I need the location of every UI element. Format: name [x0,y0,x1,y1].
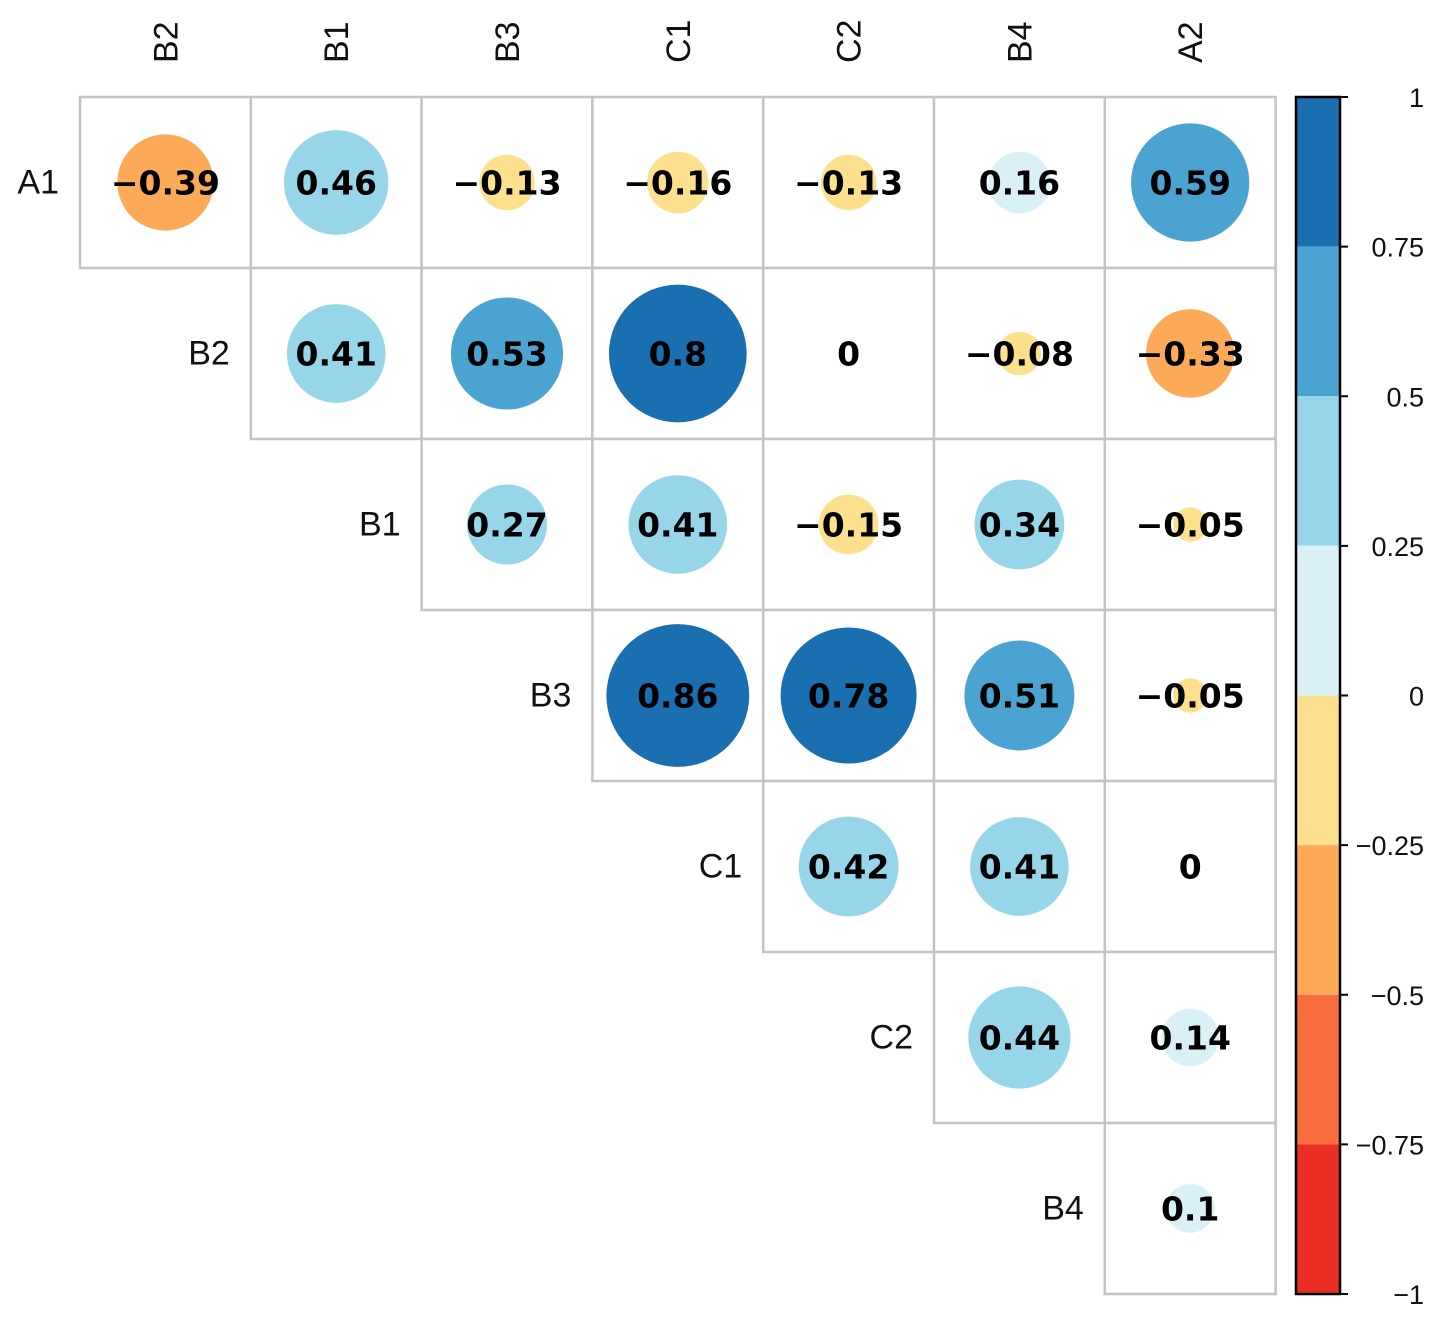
column-labels: B2 B1 B3 C1 C2 B4 A2 [147,20,1210,63]
grid-cell [249,266,423,441]
correlation-value-label: −0.13 [794,164,903,203]
legend-tick-label: −0.25 [1356,831,1424,861]
correlation-value-label: −0.16 [623,164,732,203]
correlation-circle [606,624,750,767]
correlation-value-label: 0.51 [979,677,1060,716]
correlation-circle [974,479,1065,570]
correlation-value-label: 0.14 [1149,1019,1230,1058]
correlation-circle [1165,1184,1215,1233]
correlation-value-label: 0.27 [466,506,547,545]
correlation-circle [628,475,728,574]
correlation-circle [1131,123,1250,242]
legend-tick-label: −1 [1393,1280,1424,1310]
correlation-value-label: 0.86 [637,677,718,716]
correlation-circle [450,297,564,410]
correlation-circle [1161,1008,1220,1067]
correlation-value-label: 0.41 [979,848,1060,887]
grid-cell [1103,608,1277,783]
correlation-circle [997,331,1042,376]
legend-color-band [1296,1144,1340,1294]
correlation-value-label: −0.13 [452,164,561,203]
correlation-circle [798,816,899,917]
correlation-value-label: −0.15 [794,506,903,545]
correlation-circle [968,986,1071,1089]
correlation-value-label: 0.42 [808,848,889,887]
row-label: C2 [870,1019,913,1057]
legend-tick-label: 0.25 [1371,532,1424,562]
row-label: B4 [1042,1190,1084,1228]
correlation-circle [283,130,389,235]
column-label: B2 [147,21,185,63]
correlation-value-label: 0.78 [808,677,889,716]
legend-tick-label: 0.5 [1386,382,1424,412]
correlation-value-label: 0.16 [979,164,1060,203]
legend-color-band [1296,396,1340,546]
marker-layer [117,123,1250,1233]
legend-color-band [1296,994,1340,1145]
correlation-circle [988,151,1051,214]
legend-tick-label: 1 [1409,83,1424,113]
correlation-value-label: −0.08 [965,335,1074,374]
row-label: B1 [359,506,401,544]
correlation-value-label: 0 [837,335,860,374]
column-label: C1 [660,20,698,63]
correlation-value-label: 0.53 [466,335,547,374]
grid-cell [420,437,594,612]
correlation-circle [608,284,747,423]
color-legend: 1 0.75 0.5 0.25 0 −0.25 −0.5 −0.75 −1 [1294,83,1424,1310]
correlation-value-label: 0.1 [1161,1190,1219,1229]
legend-color-band [1296,545,1340,696]
correlation-circle [286,304,386,403]
correlation-value-label: 0.46 [295,164,376,203]
correlation-circle [117,134,214,231]
legend-tick-label: −0.5 [1371,981,1424,1011]
row-label: B3 [530,677,572,715]
correlation-value-label: 0.34 [979,506,1060,545]
row-labels: A1 B2 B1 B3 C1 C2 B4 [17,164,1083,1228]
value-layer: −0.39 0.46 −0.13 −0.16 −0.13 0.16 0.59 0.41 0.53… [111,164,1245,1229]
legend-color-band [1296,97,1340,247]
correlation-value-label: −0.05 [1136,677,1245,716]
column-label: B3 [489,21,527,63]
column-label: B1 [318,21,356,63]
correlation-value-label: 0 [1179,848,1202,887]
correlation-value-label: 0.8 [649,335,707,374]
correlation-circle [820,154,877,211]
row-label: C1 [699,848,742,886]
grid-cell [1103,779,1277,954]
legend-color-band [1296,695,1340,846]
correlation-value-label: 0.44 [979,1019,1060,1058]
legend-tick-label: 0.75 [1371,233,1424,263]
legend-color-band [1296,246,1340,397]
correlation-value-label: 0.41 [295,335,376,374]
correlation-circle [970,817,1069,916]
column-label: A2 [1172,21,1210,63]
row-label: B2 [188,335,230,373]
legend-tick-label: −0.75 [1356,1130,1424,1160]
correlation-circle [466,484,548,565]
correlation-circle [818,494,879,555]
correlation-circle [1145,309,1235,398]
correlation-circle [964,640,1075,751]
legend-color-band [1296,845,1340,995]
correlation-circle [479,154,535,211]
correlation-value-label: −0.33 [1136,335,1245,374]
correlation-circle [1172,507,1208,542]
correlation-circle [647,151,709,214]
correlation-value-label: 0.41 [637,506,718,545]
correlation-circle [1172,678,1208,713]
correlation-value-label: −0.39 [111,164,220,203]
correlation-value-label: 0.59 [1149,164,1230,203]
column-label: B4 [1001,21,1039,63]
legend-tick-label: 0 [1409,682,1424,712]
row-label: A1 [17,164,59,202]
correlation-circle [780,627,917,764]
correlation-value-label: −0.05 [1136,506,1245,545]
column-label: C2 [831,20,869,63]
